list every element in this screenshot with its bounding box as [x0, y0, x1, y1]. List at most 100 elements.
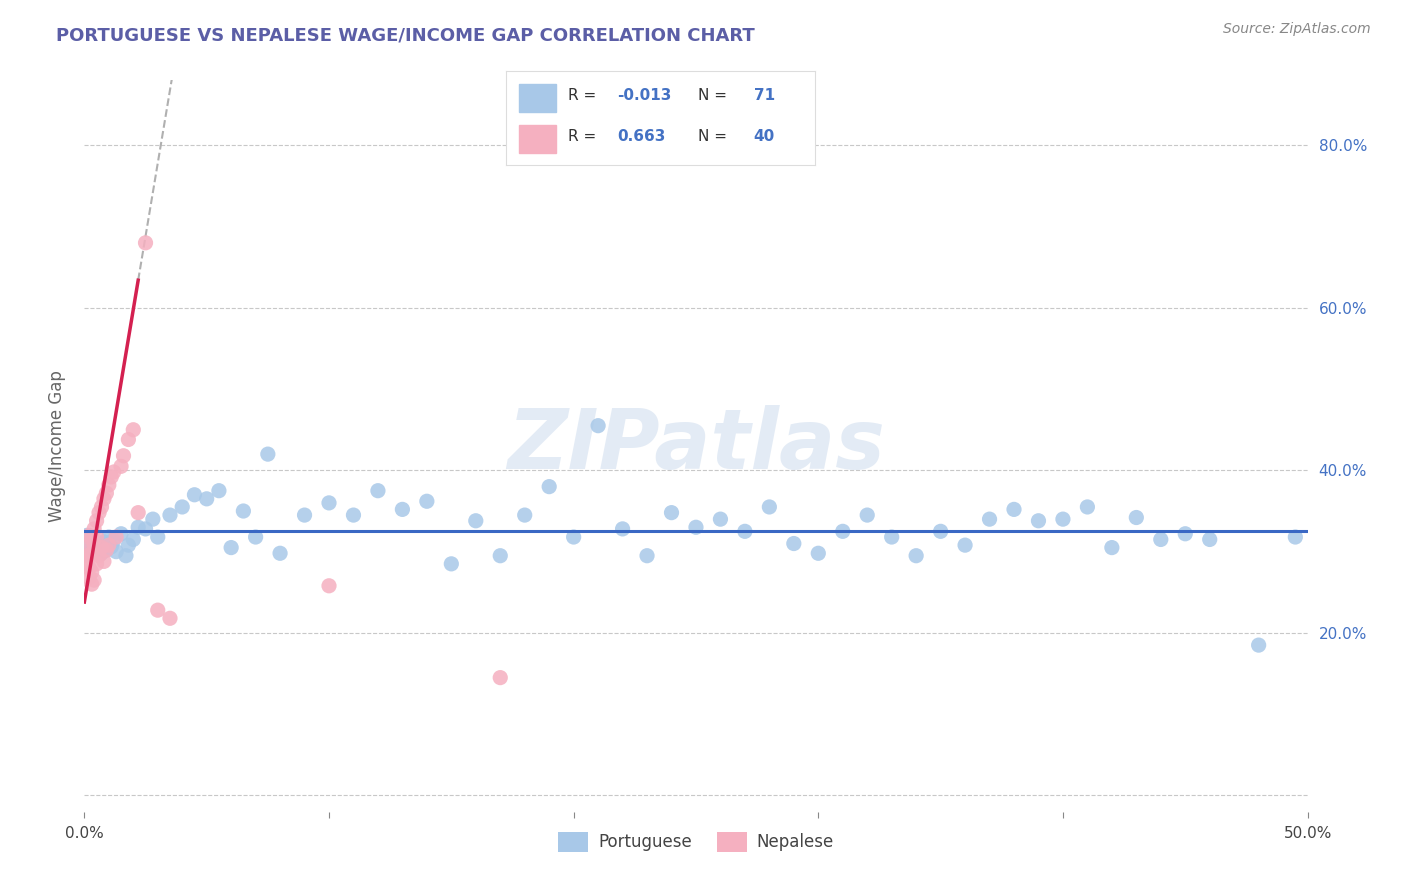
Point [77, 571, 100, 585]
Point [112, 449, 135, 463]
Point [103, 533, 125, 548]
Point [127, 520, 149, 534]
Point [87, 549, 110, 563]
Point [146, 530, 169, 544]
Legend: Portuguese, Nepalese: Portuguese, Nepalese [551, 826, 841, 858]
Point [115, 549, 138, 563]
Point [1284, 530, 1306, 544]
Point [97, 530, 120, 544]
Bar [519, 84, 555, 112]
Point [1125, 510, 1147, 524]
Point [685, 520, 707, 534]
Point [1247, 638, 1270, 652]
Point [440, 557, 463, 571]
Point [80, 577, 103, 591]
Text: -0.013: -0.013 [617, 88, 672, 103]
Y-axis label: Wage/Income Gap: Wage/Income Gap [48, 370, 66, 522]
Point [195, 491, 218, 506]
Point [880, 530, 903, 544]
Point [953, 538, 976, 552]
Point [318, 579, 340, 593]
Point [562, 530, 585, 544]
Point [103, 465, 125, 479]
Point [538, 480, 561, 494]
Text: 40: 40 [754, 129, 775, 145]
Point [367, 483, 389, 498]
Point [87, 506, 110, 520]
Point [318, 496, 340, 510]
Point [257, 447, 280, 461]
Point [586, 418, 609, 433]
Point [83, 538, 105, 552]
Point [636, 549, 658, 563]
Point [159, 611, 181, 625]
Point [93, 554, 115, 568]
Point [96, 543, 118, 558]
Point [856, 508, 879, 522]
Text: N =: N = [697, 88, 731, 103]
Point [100, 540, 122, 554]
Point [269, 546, 291, 560]
Point [76, 549, 98, 563]
Point [77, 549, 100, 563]
Point [117, 433, 139, 447]
Text: N =: N = [697, 129, 731, 145]
Point [110, 459, 132, 474]
Point [77, 528, 100, 542]
Point [76, 528, 98, 542]
Point [122, 423, 145, 437]
Point [76, 557, 98, 571]
Point [929, 524, 952, 539]
Point [80, 565, 103, 579]
Point [96, 543, 118, 558]
Point [1076, 500, 1098, 514]
Point [105, 544, 128, 558]
Point [342, 508, 364, 522]
Point [87, 538, 110, 552]
Point [391, 502, 413, 516]
Point [77, 536, 100, 550]
Point [86, 530, 108, 544]
Text: R =: R = [568, 88, 602, 103]
Point [83, 522, 105, 536]
Point [90, 546, 112, 560]
Point [86, 514, 108, 528]
Point [294, 508, 316, 522]
Point [93, 491, 115, 506]
Point [489, 549, 512, 563]
Point [135, 235, 157, 250]
Point [105, 530, 128, 544]
Point [93, 535, 115, 549]
Point [86, 544, 108, 558]
Point [416, 494, 439, 508]
Point [1052, 512, 1074, 526]
Point [831, 524, 853, 539]
Point [513, 508, 536, 522]
Point [1174, 526, 1197, 541]
Point [734, 524, 756, 539]
Point [183, 488, 205, 502]
Point [807, 546, 830, 560]
Point [232, 504, 254, 518]
Point [90, 541, 112, 555]
Point [979, 512, 1001, 526]
Point [758, 500, 780, 514]
Point [1198, 533, 1220, 547]
Point [80, 533, 103, 547]
Point [76, 541, 98, 555]
Text: Source: ZipAtlas.com: Source: ZipAtlas.com [1223, 22, 1371, 37]
Point [464, 514, 486, 528]
Point [208, 483, 231, 498]
Point [110, 526, 132, 541]
Point [77, 561, 100, 575]
Text: 0.663: 0.663 [617, 129, 666, 145]
Point [135, 522, 157, 536]
Point [661, 506, 683, 520]
Point [783, 536, 806, 550]
Point [96, 486, 118, 500]
Bar [519, 125, 555, 153]
Point [80, 546, 103, 560]
Point [1101, 541, 1123, 555]
Point [905, 549, 928, 563]
Point [127, 506, 149, 520]
